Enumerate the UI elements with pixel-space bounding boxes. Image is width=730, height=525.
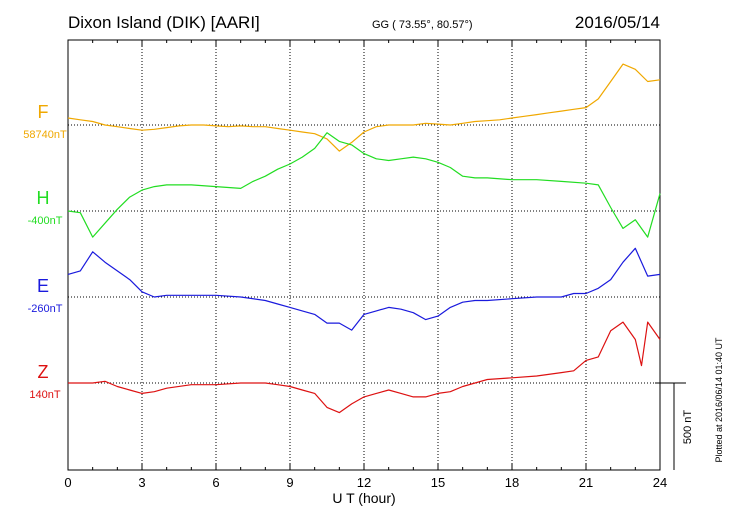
series-z-line	[68, 321, 661, 414]
x-tick-label: 0	[64, 475, 71, 490]
x-tick-label: 21	[579, 475, 593, 490]
series-f-line	[67, 63, 661, 152]
series-z-label: Z	[38, 362, 49, 382]
series-h-baseline: -400nT	[28, 215, 63, 227]
station-title: Dixon Island (DIK) [AARI]	[68, 13, 260, 32]
plot-date: 2016/05/14	[575, 13, 660, 32]
station-coordinates: GG ( 73.55°, 80.57°)	[372, 19, 473, 31]
x-tick-label: 12	[357, 475, 371, 490]
x-tick-label: 6	[212, 475, 219, 490]
scale-bar-label: 500 nT	[682, 410, 694, 445]
plotted-timestamp: Plotted at 2016/06/14 01:40 UT	[714, 337, 724, 463]
grid-layer	[68, 40, 660, 470]
series-e-line	[67, 247, 661, 331]
series-f-baseline: 58740nT	[23, 129, 67, 141]
series-z-baseline: 140nT	[29, 389, 60, 401]
series-h-label: H	[37, 188, 50, 208]
label-layer: F 58740nT H -400nT E -260nT Z 140nT	[23, 102, 67, 401]
x-tick-label: 15	[431, 475, 445, 490]
x-tick-label: 24	[653, 475, 667, 490]
series-e-baseline: -260nT	[28, 303, 63, 315]
series-f-label: F	[38, 102, 49, 122]
x-tick-label: 18	[505, 475, 519, 490]
x-tick-label: 9	[286, 475, 293, 490]
tick-layer: 0 3 6 9 12 15 18 21 24	[64, 40, 667, 490]
x-tick-label: 3	[138, 475, 145, 490]
series-layer	[67, 63, 661, 414]
plot-frame	[67, 39, 661, 471]
series-h-line	[67, 132, 661, 238]
x-axis-title: U T (hour)	[332, 490, 395, 506]
series-e-label: E	[37, 276, 49, 296]
